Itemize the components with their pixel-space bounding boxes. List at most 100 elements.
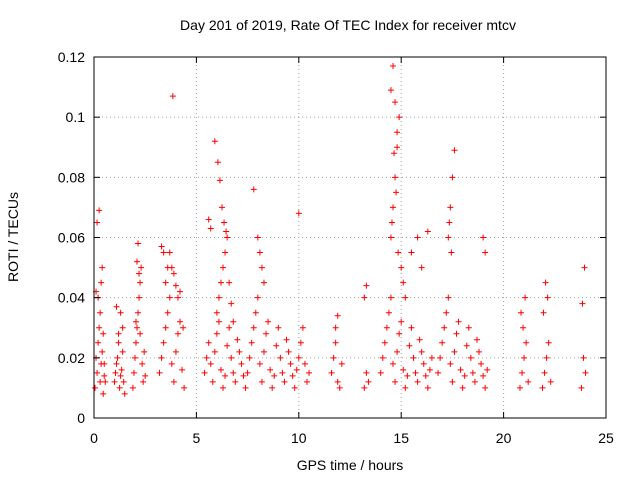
data-point bbox=[579, 300, 586, 307]
data-point bbox=[540, 309, 547, 316]
data-point bbox=[256, 360, 263, 367]
data-point bbox=[418, 264, 425, 271]
data-point bbox=[213, 309, 220, 316]
data-point bbox=[426, 366, 433, 373]
data-point bbox=[116, 384, 123, 391]
data-point bbox=[400, 279, 407, 286]
data-point bbox=[94, 219, 101, 226]
axis-ticks: 0 5 10 15 20 25 0 0.02 0.04 0.06 0.08 0.1 0.12 bbox=[58, 49, 614, 446]
data-point bbox=[258, 378, 265, 385]
data-point bbox=[258, 264, 265, 271]
data-point bbox=[132, 339, 139, 346]
data-point bbox=[365, 378, 372, 385]
data-point bbox=[400, 366, 407, 373]
data-point bbox=[299, 324, 306, 331]
data-point bbox=[363, 369, 370, 376]
data-point bbox=[135, 309, 142, 316]
y-tick-label: 0.06 bbox=[58, 230, 85, 246]
data-point bbox=[238, 360, 245, 367]
data-point bbox=[166, 249, 173, 256]
data-point bbox=[541, 369, 548, 376]
data-point bbox=[394, 129, 401, 136]
data-point bbox=[455, 318, 462, 325]
data-point bbox=[117, 372, 124, 379]
data-point bbox=[256, 249, 263, 256]
data-point bbox=[136, 294, 143, 301]
data-point bbox=[396, 114, 403, 121]
data-point bbox=[96, 207, 103, 214]
data-point bbox=[138, 264, 145, 271]
data-point bbox=[412, 369, 419, 376]
data-point bbox=[158, 243, 165, 250]
data-point bbox=[408, 324, 415, 331]
data-point bbox=[242, 384, 249, 391]
data-point bbox=[410, 354, 417, 361]
x-tick-label: 15 bbox=[393, 430, 409, 446]
data-point bbox=[203, 354, 210, 361]
data-point bbox=[169, 93, 176, 100]
data-point bbox=[522, 294, 529, 301]
data-point bbox=[453, 330, 460, 337]
chart-title: Day 201 of 2019, Rate Of TEC Index for r… bbox=[180, 17, 516, 33]
data-point bbox=[390, 360, 397, 367]
data-point bbox=[226, 279, 233, 286]
data-point bbox=[137, 279, 144, 286]
data-point bbox=[441, 324, 448, 331]
data-point bbox=[164, 309, 171, 316]
data-point bbox=[303, 378, 310, 385]
data-point bbox=[459, 384, 466, 391]
data-point bbox=[424, 384, 431, 391]
data-point bbox=[435, 369, 442, 376]
data-point bbox=[99, 264, 106, 271]
data-point bbox=[140, 378, 147, 385]
data-point bbox=[217, 279, 224, 286]
data-point bbox=[418, 348, 425, 355]
data-point bbox=[287, 360, 294, 367]
data-point bbox=[289, 372, 296, 379]
x-axis-label: GPS time / hours bbox=[297, 457, 404, 473]
data-point bbox=[271, 372, 278, 379]
data-point bbox=[156, 369, 163, 376]
data-point bbox=[234, 336, 241, 343]
data-point bbox=[95, 339, 102, 346]
y-tick-label: 0.12 bbox=[58, 49, 85, 65]
data-point bbox=[390, 204, 397, 211]
data-point bbox=[402, 384, 409, 391]
data-point bbox=[224, 342, 231, 349]
data-point bbox=[539, 384, 546, 391]
data-point bbox=[281, 378, 288, 385]
data-point bbox=[250, 324, 257, 331]
data-point bbox=[336, 384, 343, 391]
data-point bbox=[392, 378, 399, 385]
data-point bbox=[478, 360, 485, 367]
data-point bbox=[519, 369, 526, 376]
data-point bbox=[387, 87, 394, 94]
data-point bbox=[267, 366, 274, 373]
data-point bbox=[385, 309, 392, 316]
y-tick-label: 0 bbox=[77, 410, 85, 426]
data-point bbox=[393, 189, 400, 196]
data-point bbox=[162, 279, 169, 286]
data-point bbox=[361, 294, 368, 301]
data-point bbox=[449, 174, 456, 181]
data-point bbox=[520, 324, 527, 331]
data-point bbox=[273, 342, 280, 349]
data-point bbox=[174, 294, 181, 301]
data-point bbox=[97, 378, 104, 385]
data-point bbox=[332, 339, 339, 346]
data-point bbox=[214, 159, 221, 166]
data-point bbox=[181, 384, 188, 391]
data-point bbox=[134, 258, 141, 265]
data-point bbox=[338, 360, 345, 367]
data-point bbox=[387, 234, 394, 241]
data-point bbox=[516, 384, 523, 391]
data-point bbox=[332, 324, 339, 331]
data-point bbox=[265, 318, 272, 325]
data-point bbox=[361, 384, 368, 391]
data-point bbox=[449, 378, 456, 385]
data-point bbox=[101, 360, 108, 367]
data-point bbox=[293, 366, 300, 373]
data-point bbox=[250, 186, 257, 193]
data-point bbox=[205, 339, 212, 346]
